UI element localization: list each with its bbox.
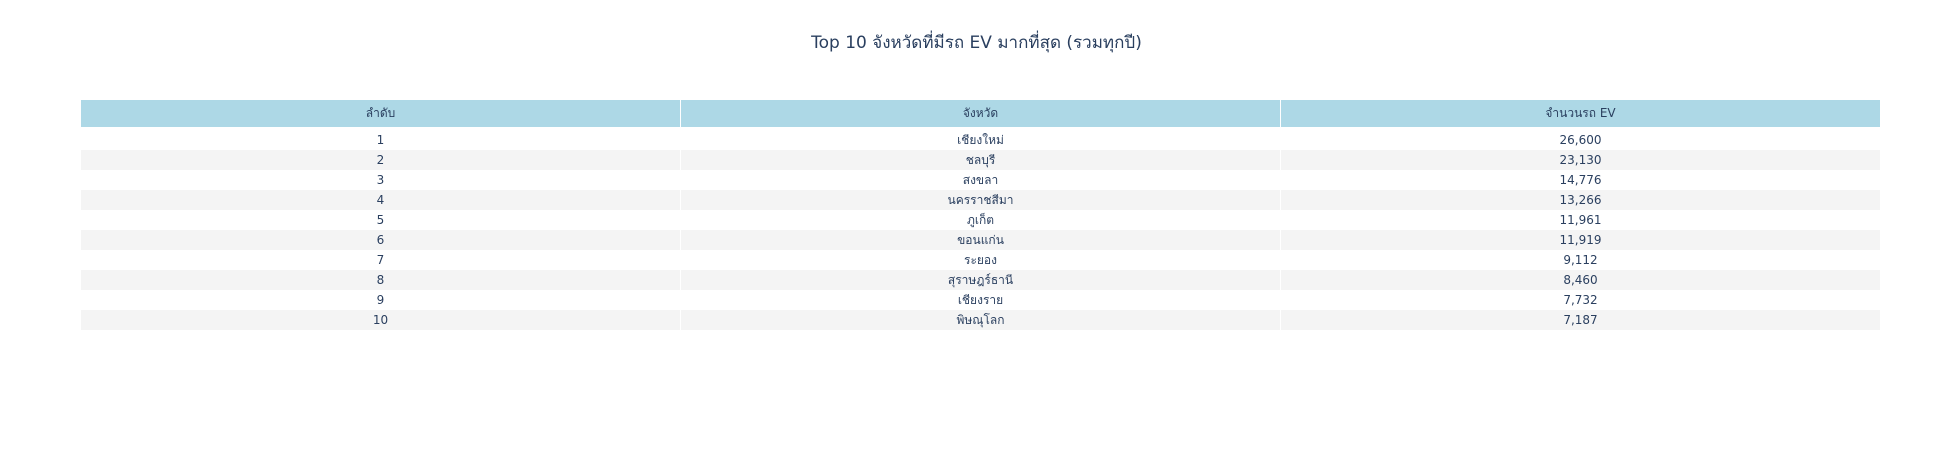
- cell-province: นครราชสีมา: [681, 190, 1281, 210]
- cell-ev-count: 14,776: [1559, 173, 1602, 187]
- table-row: 4 นครราชสีมา 13,266: [81, 190, 1880, 210]
- table-body: 1 เชียงใหม่ 26,600 2 ชลบุรี 23,130 3 สงขลา 14,77…: [81, 130, 1880, 330]
- cell-province: สงขลา: [681, 170, 1281, 190]
- cell-rank: 5: [81, 210, 681, 230]
- table-row: 6 ขอนแก่น 11,919: [81, 230, 1880, 250]
- cell-rank: 9: [81, 290, 681, 310]
- table-row: 10 พิษณุโลก 7,187: [81, 310, 1880, 330]
- cell-ev-count: 7,187: [1563, 313, 1598, 327]
- table-row: 3 สงขลา 14,776: [81, 170, 1880, 190]
- cell-rank: 4: [81, 190, 681, 210]
- table-row: 8 สุราษฎร์ธานี 8,460: [81, 270, 1880, 290]
- cell-ev-count: 11,961: [1559, 213, 1602, 227]
- cell-province: พิษณุโลก: [681, 310, 1281, 330]
- cell-province: ระยอง: [681, 250, 1281, 270]
- cell-province: เชียงราย: [681, 290, 1281, 310]
- table-row: 1 เชียงใหม่ 26,600: [81, 130, 1880, 150]
- cell-rank: 7: [81, 250, 681, 270]
- header-rank: ลำดับ: [81, 100, 681, 127]
- cell-rank: 3: [81, 170, 681, 190]
- table-row: 2 ชลบุรี 23,130: [81, 150, 1880, 170]
- cell-rank: 1: [81, 130, 681, 150]
- cell-ev-count: 13,266: [1559, 193, 1602, 207]
- header-province: จังหวัด: [681, 100, 1281, 127]
- cell-province: ชลบุรี: [681, 150, 1281, 170]
- cell-ev-count: 9,112: [1563, 253, 1598, 267]
- table-row: 7 ระยอง 9,112: [81, 250, 1880, 270]
- cell-rank: 2: [81, 150, 681, 170]
- table-header-row: ลำดับ จังหวัด จำนวนรถ EV: [81, 100, 1880, 127]
- cell-ev-count: 23,130: [1559, 153, 1602, 167]
- cell-ev-count: 8,460: [1563, 273, 1598, 287]
- cell-rank: 6: [81, 230, 681, 250]
- table-row: 5 ภูเก็ต 11,961: [81, 210, 1880, 230]
- cell-province: เชียงใหม่: [681, 130, 1281, 150]
- cell-province: ภูเก็ต: [681, 210, 1281, 230]
- cell-ev-count: 11,919: [1559, 233, 1602, 247]
- chart-title: Top 10 จังหวัดที่มีรถ EV มากที่สุด (รวมท…: [811, 33, 1142, 53]
- ev-table: ลำดับ จังหวัด จำนวนรถ EV 1 เชียงใหม่ 26,60…: [81, 100, 1880, 330]
- cell-ev-count: 7,732: [1563, 293, 1598, 307]
- table-row: 9 เชียงราย 7,732: [81, 290, 1880, 310]
- header-ev-count: จำนวนรถ EV: [1545, 106, 1616, 120]
- cell-rank: 8: [81, 270, 681, 290]
- cell-ev-count: 26,600: [1559, 133, 1602, 147]
- cell-province: ขอนแก่น: [681, 230, 1281, 250]
- cell-province: สุราษฎร์ธานี: [681, 270, 1281, 290]
- cell-rank: 10: [81, 310, 681, 330]
